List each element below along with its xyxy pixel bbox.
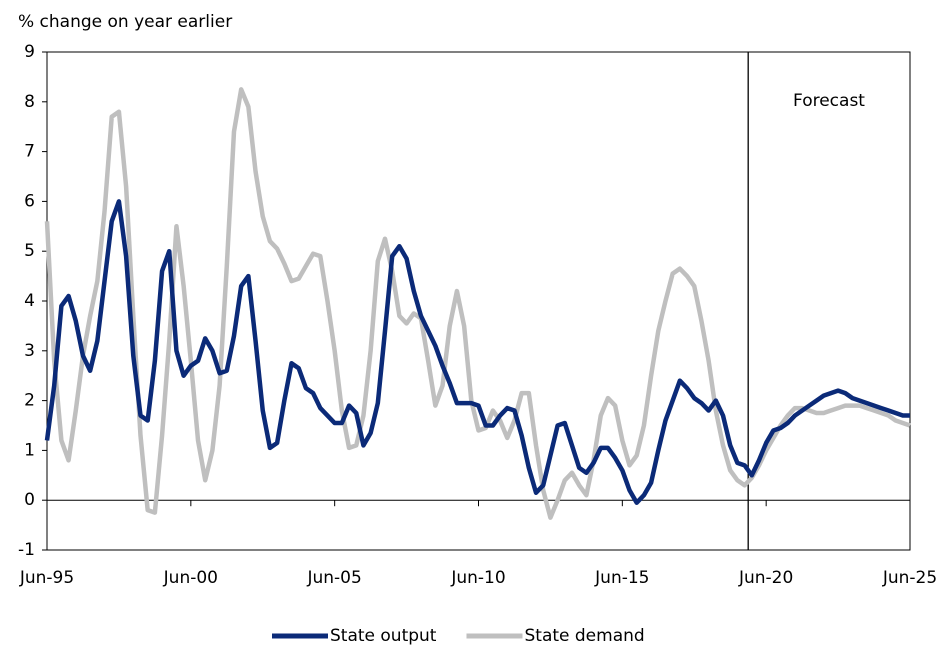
- x-tick-label: Jun-25: [882, 568, 937, 588]
- y-tick-label: 2: [24, 391, 35, 411]
- legend-label: State output: [330, 626, 437, 646]
- legend-label: State demand: [524, 626, 644, 646]
- x-tick-label: Jun-20: [738, 568, 793, 588]
- y-tick-label: 0: [24, 490, 35, 510]
- y-tick-label: 5: [24, 241, 35, 261]
- y-tick-label: 9: [24, 42, 35, 62]
- series-line: [44, 199, 910, 505]
- plot-frame: [46, 51, 911, 551]
- y-tick-label: 1: [24, 440, 35, 460]
- x-tick-label: Jun-95: [19, 568, 74, 588]
- y-tick-label: 8: [24, 92, 35, 112]
- y-tick-label: -1: [18, 540, 35, 560]
- y-tick-label: 7: [24, 142, 35, 162]
- forecast-label: Forecast: [793, 91, 865, 111]
- y-axis-title: % change on year earlier: [18, 12, 232, 32]
- y-tick-label: 6: [24, 191, 35, 211]
- y-tick-label: 4: [24, 291, 35, 311]
- x-tick-label: Jun-00: [163, 568, 218, 588]
- x-tick-label: Jun-05: [306, 568, 361, 588]
- y-tick-label: 3: [24, 341, 35, 361]
- series-line: [44, 87, 911, 520]
- x-tick-label: Jun-15: [594, 568, 649, 588]
- x-tick-label: Jun-10: [450, 568, 505, 588]
